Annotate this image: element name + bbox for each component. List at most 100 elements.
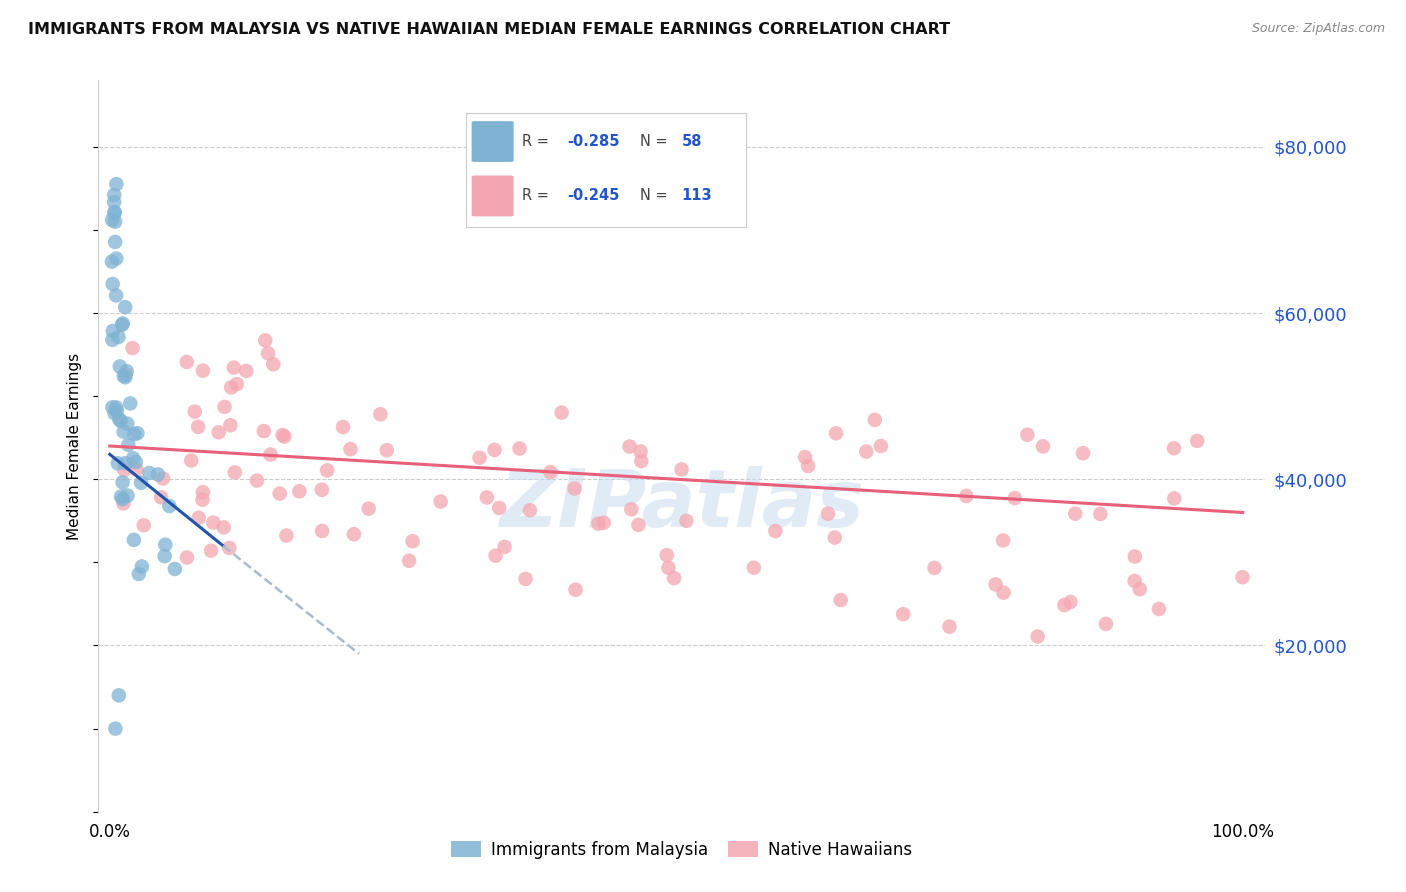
Point: [538, 465, 561, 479]
Point: [262, 357, 284, 371]
Point: [1004, 491, 1026, 505]
Text: Source: ZipAtlas.com: Source: ZipAtlas.com: [1251, 22, 1385, 36]
Point: [398, 554, 420, 568]
Point: [1129, 582, 1152, 597]
Point: [1185, 434, 1208, 448]
Point: [825, 426, 848, 441]
Point: [103, 205, 125, 219]
Point: [1059, 595, 1081, 609]
Point: [924, 561, 946, 575]
Text: IMMIGRANTS FROM MALAYSIA VS NATIVE HAWAIIAN MEDIAN FEMALE EARNINGS CORRELATION C: IMMIGRANTS FROM MALAYSIA VS NATIVE HAWAI…: [28, 22, 950, 37]
Point: [1123, 549, 1146, 564]
Point: [191, 363, 214, 377]
Point: [401, 534, 423, 549]
Point: [103, 187, 125, 202]
Point: [375, 443, 398, 458]
Point: [870, 439, 893, 453]
Point: [111, 492, 134, 507]
Point: [222, 360, 245, 375]
Point: [550, 406, 572, 420]
Point: [138, 466, 160, 480]
Point: [117, 438, 139, 452]
Point: [176, 550, 198, 565]
Point: [253, 424, 276, 438]
Point: [797, 458, 820, 473]
Point: [117, 417, 139, 431]
Point: [120, 396, 142, 410]
Point: [332, 420, 354, 434]
Point: [125, 462, 148, 476]
Point: [191, 492, 214, 507]
Point: [991, 533, 1014, 548]
Point: [955, 489, 977, 503]
Point: [993, 585, 1015, 599]
Point: [938, 620, 960, 634]
Point: [111, 318, 134, 332]
Point: [824, 531, 846, 545]
Point: [662, 571, 685, 585]
Point: [225, 377, 247, 392]
Point: [101, 254, 124, 268]
Point: [180, 453, 202, 467]
Point: [112, 425, 135, 439]
Point: [107, 330, 129, 344]
Point: [224, 466, 246, 480]
Point: [117, 489, 139, 503]
Point: [202, 516, 225, 530]
Point: [212, 520, 235, 534]
Point: [627, 517, 650, 532]
Point: [200, 543, 222, 558]
Point: [288, 484, 311, 499]
Point: [763, 524, 786, 538]
Point: [675, 514, 697, 528]
Point: [184, 404, 207, 418]
Point: [103, 406, 125, 420]
Point: [219, 380, 242, 394]
Point: [214, 400, 236, 414]
Point: [671, 462, 693, 476]
Point: [101, 277, 124, 291]
Point: [101, 401, 124, 415]
Point: [1232, 570, 1254, 584]
Point: [191, 485, 214, 500]
Point: [163, 562, 186, 576]
Point: [276, 528, 298, 542]
Point: [104, 214, 127, 228]
Y-axis label: Median Female Earnings: Median Female Earnings: [67, 352, 83, 540]
Point: [110, 414, 132, 428]
Point: [494, 540, 516, 554]
Point: [592, 516, 614, 530]
Point: [132, 518, 155, 533]
Point: [208, 425, 231, 440]
Point: [187, 510, 209, 524]
Point: [1147, 602, 1170, 616]
Point: [112, 368, 135, 383]
Point: [863, 413, 886, 427]
Point: [105, 177, 128, 191]
Point: [124, 427, 146, 442]
Point: [311, 483, 333, 497]
Point: [153, 549, 176, 564]
Point: [311, 524, 333, 538]
Point: [1071, 446, 1094, 460]
Text: ZIPatlas: ZIPatlas: [499, 466, 865, 543]
Point: [1032, 439, 1054, 453]
Point: [259, 448, 281, 462]
Point: [105, 401, 128, 415]
Point: [484, 442, 506, 457]
Point: [655, 548, 678, 562]
Point: [488, 500, 510, 515]
Point: [129, 475, 152, 490]
Point: [108, 689, 131, 703]
Point: [619, 440, 641, 454]
Point: [114, 370, 136, 384]
Point: [121, 341, 143, 355]
Point: [588, 516, 610, 531]
Point: [1095, 616, 1118, 631]
Point: [157, 499, 180, 513]
Point: [103, 195, 125, 210]
Point: [273, 429, 295, 443]
Point: [630, 454, 652, 468]
Point: [1123, 574, 1146, 588]
Point: [429, 494, 451, 508]
